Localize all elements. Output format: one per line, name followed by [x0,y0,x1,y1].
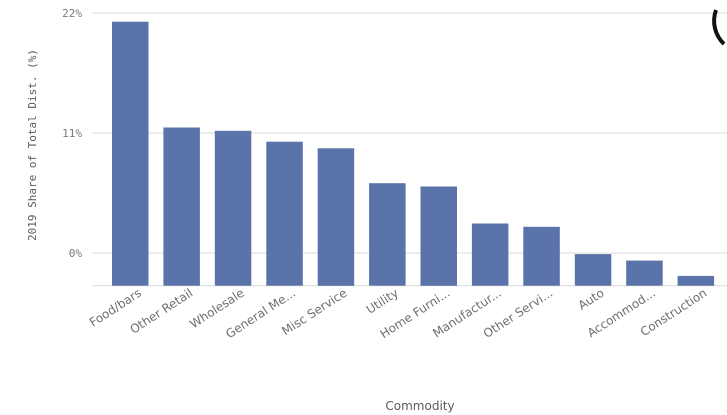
bar[interactable] [471,223,509,286]
x-axis-title: Commodity [385,399,454,413]
y-axis-title: 2019 Share of Total Dist. (%) [26,49,39,241]
x-tick-label: Auto [576,286,607,313]
bars [112,21,715,286]
bar[interactable] [369,183,406,286]
bar[interactable] [266,141,303,286]
bar[interactable] [626,260,663,286]
bar[interactable] [677,275,715,286]
y-axis-ticks: 22% 11% 0% [62,7,82,260]
y-tick-label: 11% [62,127,82,140]
bar[interactable] [163,127,200,286]
y-tick-label: 22% [62,7,82,20]
bar[interactable] [523,226,560,286]
y-tick-label: 0% [69,247,83,260]
x-tick-label: Utility [364,286,401,317]
circle-icon [712,9,726,46]
bar[interactable] [574,254,612,286]
bar[interactable] [317,148,355,286]
bar[interactable] [214,130,252,286]
bar[interactable] [420,186,458,286]
bar[interactable] [112,21,149,286]
